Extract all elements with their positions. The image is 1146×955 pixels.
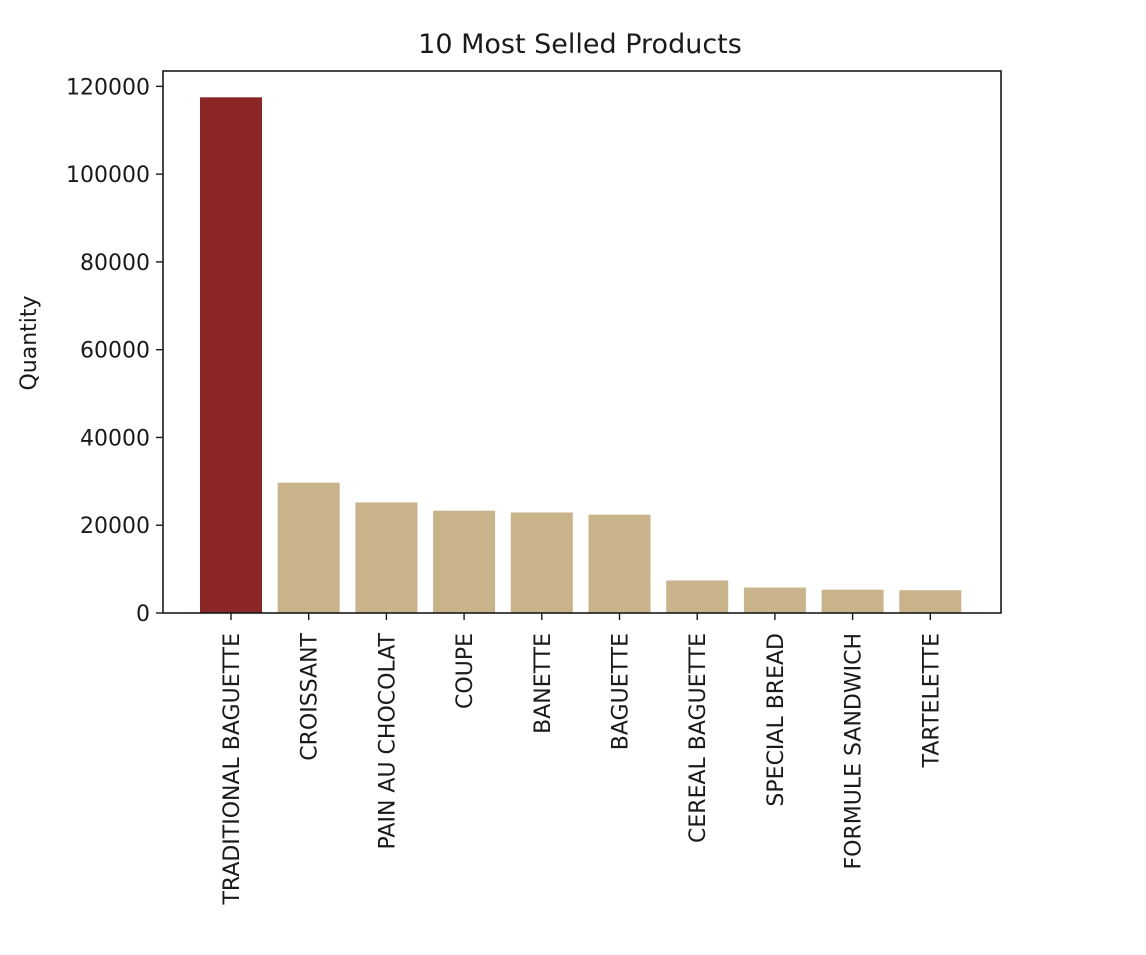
- y-axis-title: Quantity: [17, 295, 42, 390]
- plot-frame: [162, 70, 1002, 614]
- x-tick-label: COUPE: [453, 633, 478, 709]
- bar-formule-sandwich: [821, 589, 884, 613]
- bar-baguette: [588, 514, 651, 613]
- x-tick-label: PAIN AU CHOCOLAT: [375, 632, 400, 849]
- bar-croissant: [277, 482, 340, 613]
- bar-coupe: [433, 510, 496, 613]
- y-tick-label: 0: [136, 602, 150, 627]
- bar-pain-au-chocolat: [355, 502, 418, 613]
- x-tick-label: BANETTE: [531, 633, 556, 734]
- y-tick-label: 80000: [80, 251, 150, 276]
- x-tick-label: TRADITIONAL BAGUETTE: [220, 633, 245, 906]
- y-tick-label: 100000: [66, 163, 150, 188]
- x-tick-label: SPECIAL BREAD: [764, 633, 789, 807]
- x-tick-label: BAGUETTE: [609, 633, 634, 750]
- bar-traditional-baguette: [200, 97, 262, 614]
- y-tick-label: 40000: [80, 426, 150, 451]
- x-tick-label: CROISSANT: [298, 632, 323, 760]
- y-tick-label: 120000: [66, 75, 150, 100]
- bar-banette: [510, 512, 573, 613]
- x-tick-label: FORMULE SANDWICH: [842, 633, 867, 869]
- x-tick-label: CEREAL BAGUETTE: [686, 633, 711, 843]
- y-tick-label: 60000: [80, 339, 150, 364]
- bar-special-bread: [743, 587, 806, 613]
- bar-cereal-baguette: [666, 580, 729, 613]
- y-tick-label: 20000: [80, 514, 150, 539]
- bar-tartelette: [899, 590, 962, 613]
- plot-area: 0 20000 40000 60000 80000 100000 120000 TRADITI…: [66, 70, 1002, 906]
- chart-title: 10 Most Selled Products: [418, 29, 742, 60]
- x-tick-label: TARTELETTE: [919, 633, 944, 768]
